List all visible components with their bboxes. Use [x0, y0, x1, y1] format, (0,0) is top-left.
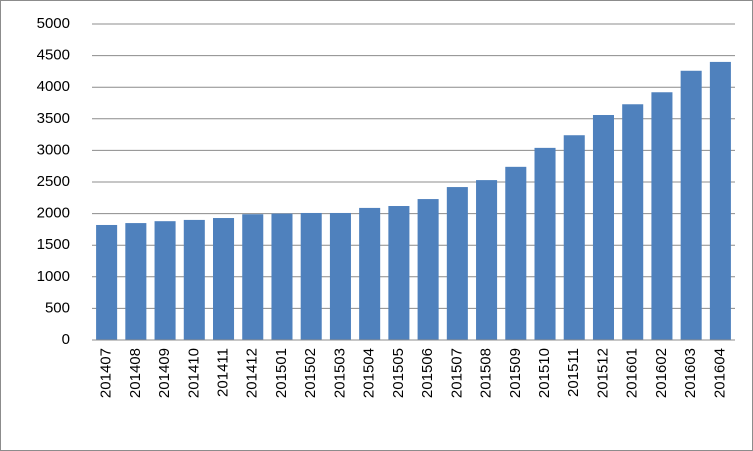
x-tick-label: 201409 [156, 348, 173, 398]
bar [300, 212, 322, 340]
y-tick-label: 3500 [37, 110, 70, 127]
y-tick-label: 3000 [37, 141, 70, 158]
bar [125, 223, 147, 340]
bar [96, 224, 118, 340]
x-tick-label: 201604 [711, 348, 728, 398]
y-tick-label: 2500 [37, 173, 70, 190]
x-tick-label: 201501 [273, 348, 290, 398]
bar [417, 199, 439, 340]
bar [476, 180, 498, 340]
x-tick-label: 201507 [448, 348, 465, 398]
bar [563, 135, 585, 340]
bar [651, 92, 673, 340]
y-tick-label: 500 [45, 299, 70, 316]
x-tick-label: 201408 [127, 348, 144, 398]
bar [680, 70, 702, 340]
x-tick-label: 201510 [536, 348, 553, 398]
x-tick-label: 201512 [594, 348, 611, 398]
bar [592, 115, 614, 341]
x-tick-label: 201502 [302, 348, 319, 398]
bar [242, 214, 264, 340]
x-tick-label: 201506 [419, 348, 436, 398]
bar [709, 61, 731, 341]
bar [622, 104, 644, 340]
bar [505, 166, 527, 340]
y-tick-label: 4500 [37, 47, 70, 64]
bar [183, 219, 205, 340]
y-tick-label: 1500 [37, 236, 70, 253]
x-tick-label: 201509 [507, 348, 524, 398]
x-tick-label: 201511 [565, 348, 582, 397]
x-tick-label: 201602 [653, 348, 670, 398]
bar [329, 212, 351, 340]
x-tick-label: 201508 [478, 348, 495, 398]
bar [359, 207, 381, 340]
bar [271, 213, 293, 340]
x-tick-label: 201412 [244, 348, 261, 398]
x-tick-label: 201601 [624, 348, 641, 398]
y-tick-label: 1000 [37, 268, 70, 285]
x-tick-label: 201407 [98, 348, 115, 398]
y-tick-label: 5000 [37, 15, 70, 32]
x-tick-label: 201410 [185, 348, 202, 398]
bar [534, 147, 556, 340]
x-tick-label: 201411 [214, 348, 231, 397]
bar [388, 206, 410, 340]
bar [446, 187, 468, 340]
x-tick-label: 201603 [682, 348, 699, 398]
x-tick-label: 201504 [361, 348, 378, 398]
x-tick-label: 201503 [331, 348, 348, 398]
y-tick-label: 4000 [37, 78, 70, 95]
y-tick-label: 0 [62, 331, 70, 348]
bar [213, 218, 235, 340]
x-tick-label: 201505 [390, 348, 407, 398]
bar [154, 221, 176, 340]
y-tick-label: 2000 [37, 205, 70, 222]
